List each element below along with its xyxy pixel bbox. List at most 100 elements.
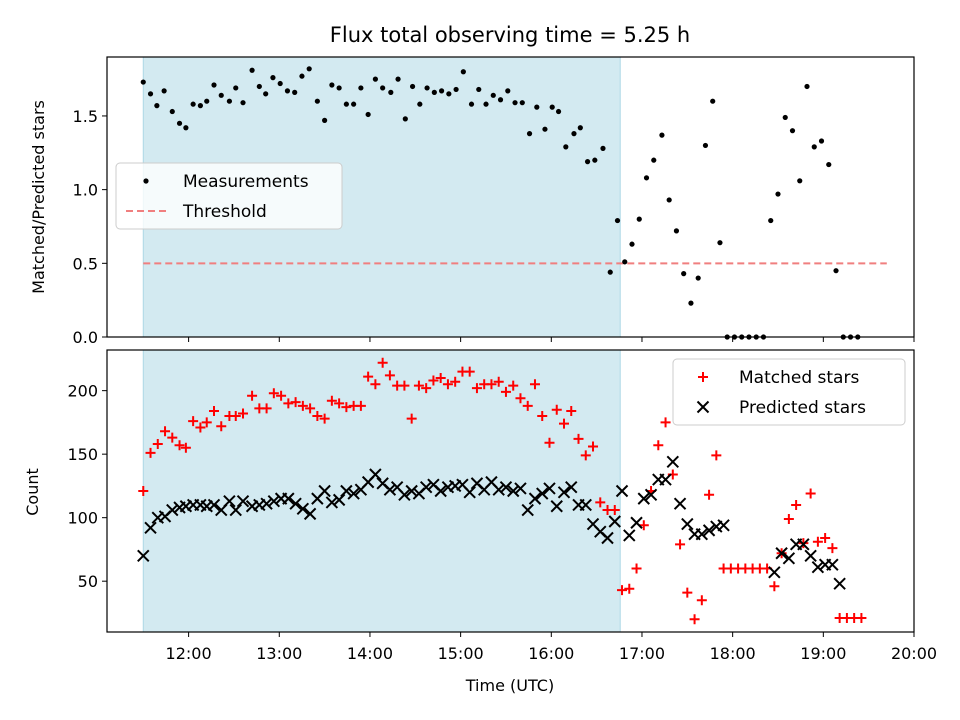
predicted-stars-point [463, 486, 476, 499]
matched-stars-point [609, 505, 620, 516]
matched-stars-point [515, 393, 526, 404]
measurement-point [351, 101, 357, 107]
predicted-stars-point [347, 487, 360, 500]
predicted-stars-point [666, 455, 680, 468]
x-tick-label: 15:00 [438, 644, 484, 663]
measurement-point [183, 125, 189, 131]
matched-stars-point [201, 417, 212, 428]
measurement-point [365, 111, 371, 118]
matched-stars-point [566, 405, 577, 416]
matched-stars-point [428, 375, 439, 386]
measurement-point [161, 88, 167, 94]
matched-stars-point [493, 376, 504, 387]
measurement-point [277, 80, 283, 87]
measurement-point [542, 126, 548, 132]
legend: Matched stars Predicted stars [672, 358, 906, 426]
measurement-point [775, 191, 781, 197]
measurement-point [270, 75, 276, 81]
measurement-point [388, 89, 394, 95]
predicted-stars-point [565, 480, 578, 494]
legend-marker-predicted [696, 400, 710, 414]
measurement-point [226, 98, 233, 104]
matched-stars-point [312, 411, 323, 422]
measurement-point [555, 108, 562, 115]
matched-stars-point [791, 499, 802, 510]
measurement-point [636, 216, 642, 222]
predicted-stars-point [644, 488, 658, 502]
measurement-point [688, 300, 694, 306]
matched-stars-point [261, 403, 272, 414]
matched-stars-point [421, 383, 432, 394]
matched-stars-point [682, 587, 693, 598]
measurement-point [710, 98, 716, 104]
predicted-stars-point [207, 498, 221, 512]
predicted-stars-point [623, 529, 636, 542]
predicted-stars-point [659, 473, 672, 486]
predicted-stars-point [419, 480, 433, 494]
predicted-stars-point [229, 503, 242, 517]
matched-stars-point [305, 403, 316, 414]
observing-window-shade [142, 349, 621, 633]
y-tick-label: 50 [78, 572, 98, 591]
measurement-point [811, 144, 817, 150]
measurement-point [176, 120, 183, 126]
matched-stars-point [297, 400, 308, 411]
predicted-stars-point [797, 538, 810, 551]
predicted-stars-point [717, 519, 730, 532]
measurement-point [702, 142, 709, 149]
x-tick-label: 16:00 [528, 644, 574, 663]
predicted-stars-point [826, 558, 839, 571]
matched-stars-point [696, 595, 707, 606]
matched-stars-point [319, 413, 330, 424]
matched-stars-point [558, 418, 569, 429]
predicted-stars-point [137, 549, 150, 562]
y-tick-label: 200 [67, 382, 98, 401]
matched-stars-point [216, 421, 227, 432]
matched-stars-point [138, 486, 149, 496]
matched-stars-point [508, 380, 519, 391]
count-panel: 50 100 150 200 12:00 13:00 14:00 15:00 16:00 17:0… [67, 349, 937, 663]
legend-label: Threshold [182, 202, 267, 222]
measurement-point [643, 175, 650, 181]
matched-stars-point [464, 366, 475, 377]
matched-stars-point [653, 440, 664, 451]
measurement-point [409, 83, 416, 90]
axes-frame [106, 56, 915, 338]
predicted-stars-point [296, 502, 310, 515]
predicted-stars-point [369, 468, 382, 481]
predicted-stars-point [514, 482, 527, 495]
measurement-point [519, 100, 525, 106]
matched-stars-point [500, 386, 511, 397]
predicted-stars-point [325, 496, 339, 509]
measurement-point [666, 197, 672, 203]
predicted-stars-point [267, 494, 281, 508]
matched-stars-point [290, 397, 301, 408]
predicted-stars-point [499, 480, 513, 494]
matched-stars-point [769, 581, 780, 592]
measurement-point [314, 98, 320, 104]
matched-stars-point [805, 488, 816, 499]
predicted-stars-point [144, 521, 157, 535]
measurement-point [446, 91, 452, 97]
measurement-point [673, 228, 680, 234]
predicted-stars-point [768, 566, 781, 579]
matched-stars-point [230, 411, 241, 422]
matched-stars-point [689, 614, 700, 625]
measurement-point [629, 241, 635, 247]
y-axis-label-count: Count [23, 468, 42, 516]
predicted-stars-point [536, 487, 549, 500]
matched-stars-point [529, 379, 540, 390]
matched-stars-point [588, 441, 599, 452]
measurement-point [600, 145, 606, 151]
measurement-point [818, 138, 825, 144]
measurement-point [190, 101, 196, 107]
measurement-point [211, 82, 217, 88]
measurement-point [218, 92, 224, 98]
matched-stars-point [704, 489, 715, 500]
predicted-stars-point [223, 494, 236, 508]
matched-stars-point [522, 400, 533, 411]
predicted-stars-point [579, 498, 592, 512]
series-predicted-stars [137, 455, 846, 590]
matched-stars-point [471, 383, 482, 394]
